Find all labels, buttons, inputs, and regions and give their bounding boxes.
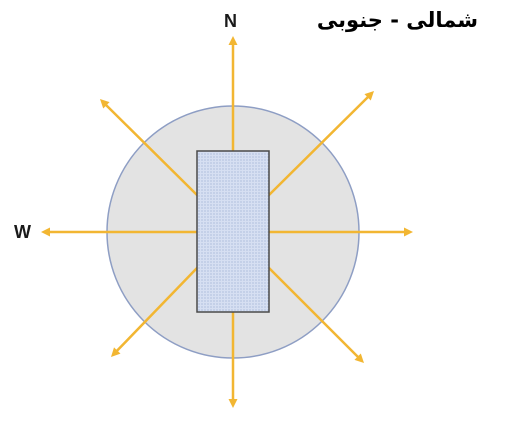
diagram-title: شمالی - جنوبی [316, 8, 478, 32]
arrow-west [41, 227, 199, 237]
north-label: N [224, 11, 237, 31]
arrow-southeast [267, 266, 364, 363]
building-rectangle [196, 150, 270, 313]
west-label: W [14, 222, 31, 242]
arrow-southwest [111, 266, 199, 357]
arrow-south [228, 310, 238, 408]
arrow-northeast [267, 91, 374, 197]
arrow-north [228, 36, 238, 152]
arrow-east [267, 227, 413, 237]
arrow-northwest [100, 99, 199, 197]
